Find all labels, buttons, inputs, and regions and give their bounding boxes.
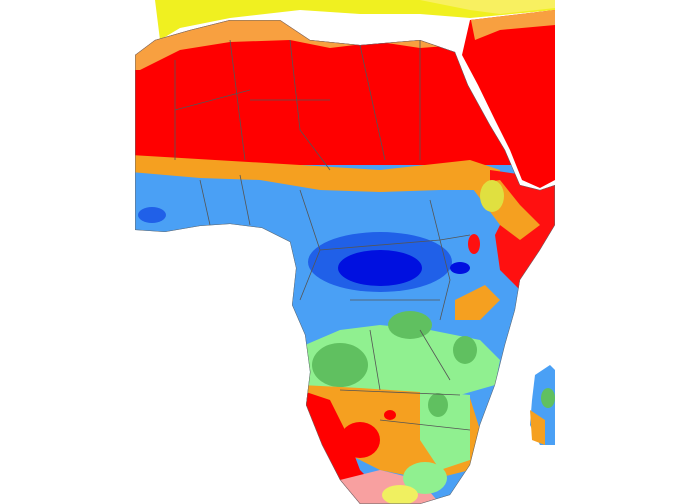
humid-subtropical-zone (388, 311, 432, 339)
sahel-zone (135, 155, 500, 192)
europe-region (420, 0, 555, 14)
desert-zone (384, 410, 396, 420)
europe-region (155, 0, 555, 40)
borders (174, 39, 471, 431)
rainforest-core (450, 262, 470, 274)
humid-subtropical-zone (312, 343, 368, 387)
madagascar-zone (530, 410, 545, 445)
highland-zone (382, 485, 418, 504)
highland-zone (480, 180, 504, 212)
country-border (174, 39, 421, 171)
humid-subtropical-zone (453, 336, 477, 364)
desert-zone (340, 422, 380, 458)
humid-subtropical-zone (428, 393, 448, 417)
coastline (135, 20, 555, 504)
subtropical-zone (403, 462, 447, 494)
rainforest-core (338, 250, 422, 286)
highland-zone (468, 234, 480, 254)
country-border (199, 174, 471, 431)
rainforest-zone (138, 207, 166, 223)
savanna-zone (455, 285, 500, 320)
madagascar-zone (541, 388, 555, 408)
